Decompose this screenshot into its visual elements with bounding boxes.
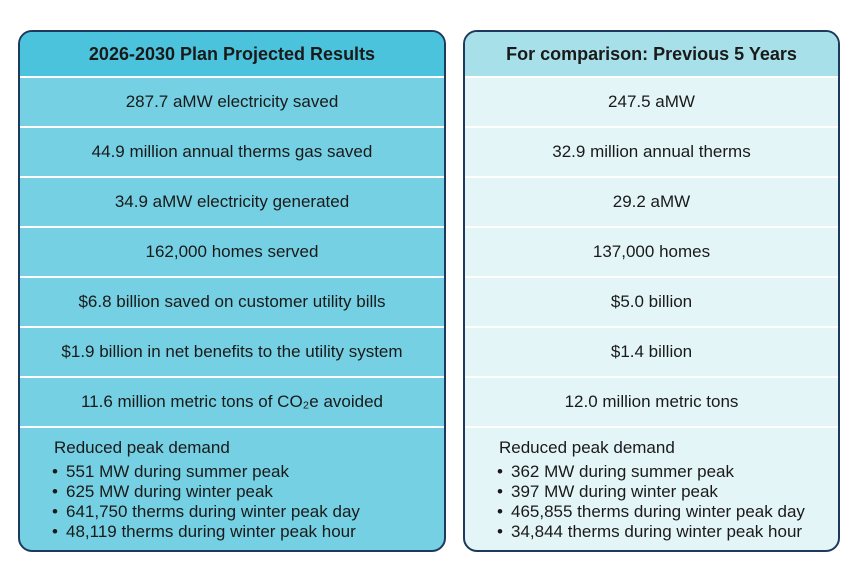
result-row: 11.6 million metric tons of CO₂e avoided — [20, 378, 444, 428]
panel-title: For comparison: Previous 5 Years — [465, 32, 838, 78]
peak-item: 34,844 therms during winter peak hour — [497, 522, 838, 542]
peak-item: 551 MW during summer peak — [52, 462, 444, 482]
peak-item: 465,855 therms during winter peak day — [497, 502, 838, 522]
peak-heading: Reduced peak demand — [54, 438, 230, 457]
peak-item: 641,750 therms during winter peak day — [52, 502, 444, 522]
peak-heading: Reduced peak demand — [499, 438, 675, 457]
peak-list: 362 MW during summer peak397 MW during w… — [497, 462, 838, 542]
peak-item: 625 MW during winter peak — [52, 482, 444, 502]
result-row: 162,000 homes served — [20, 228, 444, 278]
peak-item: 397 MW during winter peak — [497, 482, 838, 502]
result-row: $6.8 billion saved on customer utility b… — [20, 278, 444, 328]
result-row: 29.2 aMW — [465, 178, 838, 228]
peak-item: 48,119 therms during winter peak hour — [52, 522, 444, 542]
result-row: 44.9 million annual therms gas saved — [20, 128, 444, 178]
result-row: 247.5 aMW — [465, 78, 838, 128]
peak-list: 551 MW during summer peak625 MW during w… — [52, 462, 444, 542]
result-row: $1.4 billion — [465, 328, 838, 378]
peak-item: 362 MW during summer peak — [497, 462, 838, 482]
result-row: 137,000 homes — [465, 228, 838, 278]
result-row: $5.0 billion — [465, 278, 838, 328]
result-row: 32.9 million annual therms — [465, 128, 838, 178]
plan-panel: 2026-2030 Plan Projected Results 287.7 a… — [18, 30, 446, 552]
result-row: 12.0 million metric tons — [465, 378, 838, 428]
peak-section: Reduced peak demand 362 MW during summer … — [465, 428, 838, 542]
result-row: 34.9 aMW electricity generated — [20, 178, 444, 228]
result-row: $1.9 billion in net benefits to the util… — [20, 328, 444, 378]
comparison-panel: For comparison: Previous 5 Years 247.5 a… — [463, 30, 840, 552]
peak-section: Reduced peak demand 551 MW during summer … — [20, 428, 444, 542]
result-row: 287.7 aMW electricity saved — [20, 78, 444, 128]
panel-title: 2026-2030 Plan Projected Results — [20, 32, 444, 78]
